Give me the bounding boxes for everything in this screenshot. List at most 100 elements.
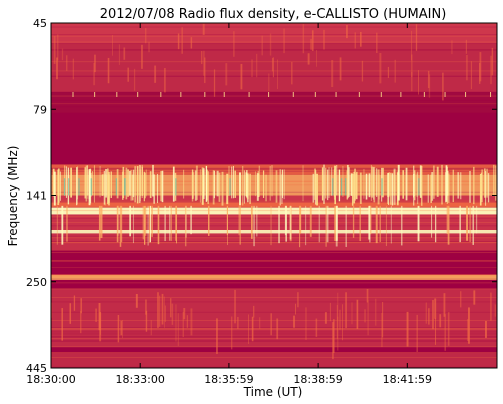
streak xyxy=(80,310,82,334)
burst xyxy=(381,178,383,196)
streak xyxy=(159,295,161,327)
streak xyxy=(495,165,497,201)
streak xyxy=(371,166,374,198)
streak xyxy=(161,293,164,325)
streak xyxy=(221,171,224,206)
y-tick-label: 79 xyxy=(33,103,47,116)
streak xyxy=(253,305,255,318)
row-marker xyxy=(444,92,446,97)
streak xyxy=(153,174,155,204)
streak xyxy=(256,205,258,237)
streak xyxy=(205,165,208,202)
streak xyxy=(377,169,380,205)
streak xyxy=(305,307,307,340)
streak xyxy=(141,164,143,199)
streak xyxy=(145,299,147,315)
streak xyxy=(381,301,384,338)
burst xyxy=(90,178,92,196)
streak xyxy=(216,170,219,197)
texture-line xyxy=(51,333,497,335)
streak xyxy=(367,300,369,336)
texture-line xyxy=(51,336,497,338)
row-marker xyxy=(380,92,382,97)
streak xyxy=(133,68,136,91)
streak xyxy=(431,172,434,201)
streak xyxy=(493,164,495,197)
streak xyxy=(194,170,197,201)
streak xyxy=(297,292,299,308)
streak xyxy=(203,50,205,76)
streak xyxy=(148,41,150,53)
texture-line xyxy=(51,241,497,242)
streak xyxy=(228,166,230,197)
streak xyxy=(406,311,409,347)
streak xyxy=(270,205,272,246)
streak xyxy=(213,69,216,97)
streak xyxy=(101,174,104,196)
streak xyxy=(459,205,461,243)
streak xyxy=(327,169,329,201)
streak xyxy=(183,169,185,199)
streak xyxy=(379,205,381,243)
streak xyxy=(231,316,233,350)
streak xyxy=(103,171,105,205)
streak xyxy=(309,205,312,237)
streak xyxy=(88,170,91,200)
streak xyxy=(276,318,279,340)
streak xyxy=(59,171,61,201)
streak xyxy=(434,205,437,243)
texture-line xyxy=(51,320,497,321)
streak xyxy=(107,168,109,205)
streak xyxy=(84,167,86,199)
streak xyxy=(182,311,185,338)
streak xyxy=(127,67,130,82)
streak xyxy=(485,171,487,206)
texture-line xyxy=(51,91,497,93)
row-marker xyxy=(465,92,467,97)
texture-line xyxy=(51,260,497,262)
streak xyxy=(413,170,416,201)
streak xyxy=(431,205,433,238)
texture-line xyxy=(51,274,497,276)
frequency-band xyxy=(51,250,497,275)
burst xyxy=(78,178,80,196)
streak xyxy=(61,48,64,61)
row-marker xyxy=(268,92,270,97)
streak xyxy=(225,63,228,86)
streak xyxy=(122,166,125,199)
streak xyxy=(339,57,342,81)
streak xyxy=(259,317,261,329)
streak xyxy=(130,169,132,201)
streak xyxy=(239,172,241,206)
streak xyxy=(321,167,324,201)
streak xyxy=(218,172,221,202)
streak xyxy=(487,173,490,203)
streak xyxy=(183,307,186,320)
texture-line xyxy=(51,206,497,208)
texture-line xyxy=(51,260,497,261)
streak xyxy=(129,170,131,196)
streak xyxy=(336,164,338,196)
streak xyxy=(293,315,296,328)
streak xyxy=(295,303,296,315)
streak xyxy=(163,68,166,93)
streak xyxy=(329,302,331,322)
streak xyxy=(73,295,76,311)
burst xyxy=(63,178,66,196)
texture-line xyxy=(51,242,497,243)
texture-line xyxy=(51,352,497,354)
streak xyxy=(359,205,361,242)
streak xyxy=(432,165,435,199)
streak xyxy=(356,299,359,329)
texture-line xyxy=(51,274,497,275)
streak xyxy=(202,168,205,200)
streak xyxy=(389,172,392,205)
texture-line xyxy=(51,43,497,45)
texture-line xyxy=(51,103,497,105)
row-marker xyxy=(335,92,337,97)
streak xyxy=(57,34,59,61)
streak xyxy=(435,317,437,345)
streak xyxy=(411,30,413,61)
streak xyxy=(328,167,330,199)
row-marker xyxy=(314,92,316,97)
